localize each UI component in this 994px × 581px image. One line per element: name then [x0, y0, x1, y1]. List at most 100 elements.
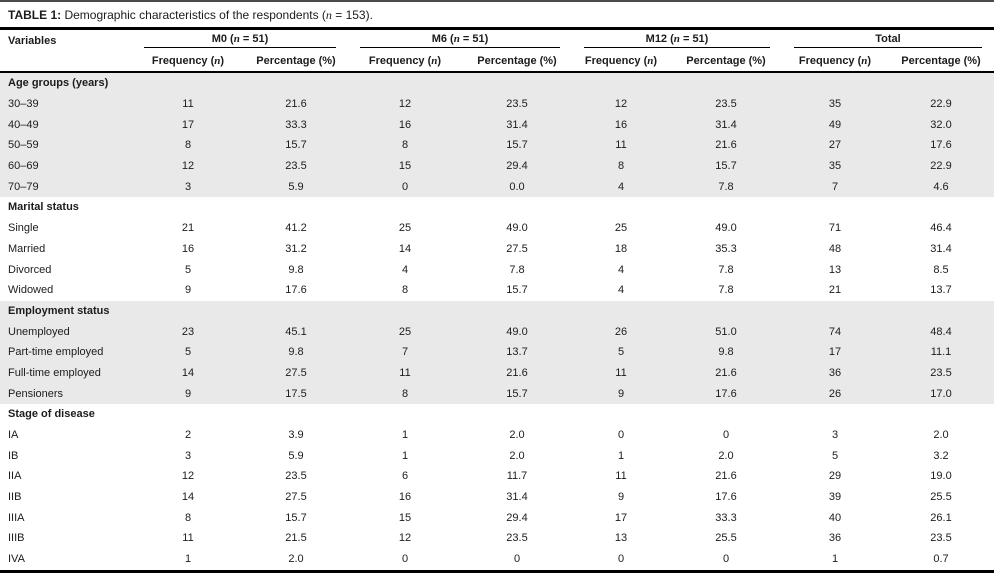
cell-value: 15.7	[715, 160, 737, 173]
table-row: 30–39 11 21.6 12 23.5 12 23.5 35 22.9	[0, 93, 994, 115]
table-row: IVA 1 2.0 0 0 0 0 1 0.7	[0, 549, 994, 571]
cell-value: 11	[615, 366, 627, 379]
row-label: Divorced	[8, 263, 52, 276]
subheader-total-frequency: Frequency (n)	[782, 48, 888, 73]
table-row: IA 2 3.9 1 2.0 0 0 3 2.0	[0, 425, 994, 446]
group-m12-n: n	[673, 33, 680, 45]
cell-value: 15.7	[506, 139, 528, 152]
row-label: 60–69	[8, 160, 39, 173]
cell-value: 74	[828, 325, 842, 338]
cell-value: 4	[617, 284, 625, 297]
cell-value: 11	[182, 532, 194, 545]
cell-value: 21.6	[715, 470, 737, 483]
section-header: Age groups (years)	[8, 77, 109, 90]
table-title-suffix: = 153).	[331, 8, 373, 22]
row-label: IIB	[8, 491, 22, 504]
cell-value: 29.4	[506, 511, 528, 524]
group-m6-n: n	[453, 33, 460, 45]
cell-value: 17	[181, 118, 195, 131]
cell-value: 1	[401, 429, 409, 442]
row-label: 50–59	[8, 139, 39, 152]
group-m0-suffix: = 51)	[239, 33, 269, 45]
cell-value: 23.5	[506, 98, 528, 111]
table-row: Single 21 41.2 25 49.0 25 49.0 71 46.4	[0, 218, 994, 239]
cell-value: 15.7	[506, 387, 528, 400]
cell-value: 27	[828, 139, 842, 152]
cell-value: 26	[614, 325, 628, 338]
cell-value: 13	[614, 532, 628, 545]
cell-value: 27.5	[285, 491, 307, 504]
table-row: Pensioners 9 17.5 8 15.7 9 17.6 26 17.0	[0, 383, 994, 404]
cell-value: 5	[184, 263, 192, 276]
table-row: 70–79 3 5.9 0 0.0 4 7.8 7 4.6	[0, 176, 994, 198]
cell-value: 5	[831, 449, 839, 462]
cell-value: 11.7	[506, 470, 528, 483]
cell-value: 6	[401, 470, 409, 483]
table-row: 40–49 17 33.3 16 31.4 16 31.4 49 32.0	[0, 114, 994, 136]
subheader-m6-frequency: Frequency (n)	[348, 48, 462, 73]
cell-value: 21.6	[715, 139, 737, 152]
cell-value: 33.3	[285, 118, 307, 131]
cell-value: 36	[828, 532, 842, 545]
cell-value: 0	[401, 553, 409, 566]
cell-value: 31.4	[930, 242, 952, 255]
cell-value: 49.0	[715, 222, 737, 235]
cell-value: 5	[184, 346, 192, 359]
cell-value: 27.5	[506, 242, 528, 255]
row-label: Unemployed	[8, 325, 70, 338]
cell-value: 14	[181, 491, 195, 504]
row-label: Pensioners	[8, 387, 64, 400]
cell-value: 0	[401, 180, 409, 193]
cell-value: 0	[617, 553, 625, 566]
cell-value: 21.5	[285, 532, 307, 545]
cell-value: 17.6	[715, 387, 737, 400]
section-header-row: Stage of disease	[0, 404, 994, 425]
sub-header-row: Frequency (n) Percentage (%) Frequency (…	[0, 48, 994, 73]
cell-value: 8	[401, 139, 409, 152]
cell-value: 15	[398, 511, 412, 524]
cell-value: 25	[614, 222, 628, 235]
group-total-label: Total	[875, 33, 901, 45]
demographics-table: Variables M0 (n = 51) M6 (n = 51) M12 (n…	[0, 30, 994, 573]
cell-value: 25.5	[930, 491, 952, 504]
table-title-label: TABLE 1:	[8, 8, 62, 22]
cell-value: 1	[401, 449, 409, 462]
row-label: IB	[8, 449, 19, 462]
cell-value: 17.6	[285, 284, 307, 297]
cell-value: 0	[513, 553, 521, 566]
column-group-m0: M0 (n = 51)	[132, 30, 348, 48]
table-row: IIIA 8 15.7 15 29.4 17 33.3 40 26.1	[0, 507, 994, 528]
table-row: 60–69 12 23.5 15 29.4 8 15.7 35 22.9	[0, 155, 994, 177]
section-header-row: Age groups (years)	[0, 72, 994, 94]
cell-value: 18	[614, 242, 628, 255]
cell-value: 16	[398, 118, 412, 131]
cell-value: 32.0	[930, 118, 952, 131]
cell-value: 9	[617, 491, 625, 504]
table-row: Divorced 5 9.8 4 7.8 4 7.8 13 8.5	[0, 259, 994, 280]
cell-value: 14	[398, 242, 412, 255]
cell-value: 15.7	[285, 511, 307, 524]
cell-value: 9	[184, 387, 192, 400]
cell-value: 5.9	[288, 180, 304, 193]
cell-value: 0	[722, 429, 730, 442]
cell-value: 11	[615, 470, 627, 483]
row-label: 40–49	[8, 118, 39, 131]
cell-value: 48	[828, 242, 842, 255]
cell-value: 33.3	[715, 511, 737, 524]
cell-value: 21	[828, 284, 842, 297]
row-label: 30–39	[8, 98, 39, 111]
cell-value: 3	[184, 180, 192, 193]
table-row: IIB 14 27.5 16 31.4 9 17.6 39 25.5	[0, 487, 994, 508]
row-label: Married	[8, 242, 46, 255]
table-row: Full-time employed 14 27.5 11 21.6 11 21.6 36 23…	[0, 362, 994, 384]
subheader-m0-frequency: Frequency (n)	[132, 48, 244, 73]
cell-value: 3.2	[933, 449, 949, 462]
cell-value: 49.0	[506, 222, 528, 235]
cell-value: 7.8	[718, 180, 734, 193]
cell-value: 31.2	[285, 242, 307, 255]
row-label: IIIA	[8, 511, 25, 524]
table-title-text: Demographic characteristics of the respo…	[61, 8, 326, 22]
cell-value: 4	[617, 180, 625, 193]
cell-value: 12	[181, 160, 195, 173]
cell-value: 29	[828, 470, 842, 483]
